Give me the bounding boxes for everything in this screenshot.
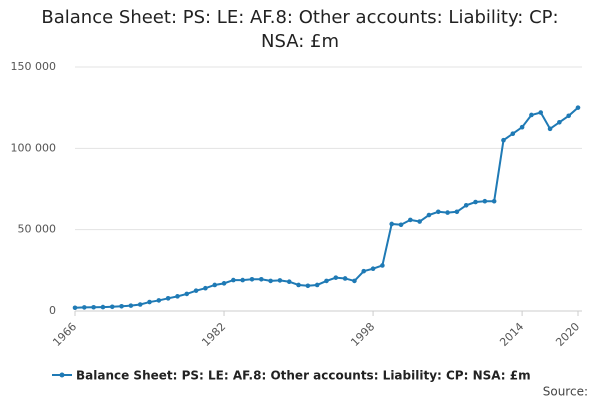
point <box>557 120 562 125</box>
point <box>398 222 404 228</box>
legend-label: Balance Sheet: PS: LE: AF.8: Other accou… <box>76 369 531 383</box>
y-tick-label: 100 000 <box>11 141 57 154</box>
x-tick-label: 1998 <box>348 320 377 349</box>
point <box>463 202 469 208</box>
point <box>510 131 516 136</box>
point <box>305 283 311 289</box>
y-tick-label: 0 <box>49 304 56 317</box>
point <box>175 294 180 299</box>
point <box>314 282 320 288</box>
point <box>147 299 152 305</box>
point <box>137 302 143 307</box>
point <box>249 276 255 282</box>
y-tick-label: 150 000 <box>11 60 57 73</box>
point <box>240 277 245 283</box>
point <box>538 110 544 115</box>
point <box>109 304 115 310</box>
point <box>286 279 292 285</box>
point <box>352 278 357 284</box>
point <box>454 209 460 215</box>
point <box>380 263 385 268</box>
point <box>333 275 339 280</box>
x-tick-label: 1966 <box>50 320 79 349</box>
point <box>575 105 581 110</box>
point <box>91 304 96 310</box>
point <box>258 276 264 282</box>
line <box>74 106 579 309</box>
point <box>128 303 134 308</box>
legend-marker <box>59 372 65 378</box>
point <box>370 266 376 272</box>
point <box>119 303 124 309</box>
point <box>501 137 506 143</box>
point <box>221 281 227 286</box>
point <box>473 199 478 205</box>
point <box>231 277 236 283</box>
point <box>482 198 488 204</box>
point <box>445 210 450 215</box>
y-tick-label: 50 000 <box>18 223 57 236</box>
point <box>519 124 525 130</box>
point <box>193 288 199 293</box>
point <box>389 221 395 227</box>
point <box>100 304 106 310</box>
point <box>435 209 441 215</box>
point <box>361 268 367 274</box>
point <box>408 217 413 223</box>
point <box>268 278 273 284</box>
point <box>324 278 329 284</box>
point <box>491 198 497 204</box>
chart-title: Balance Sheet: PS: LE: AF.8: Other accou… <box>41 7 559 52</box>
point <box>184 291 190 297</box>
point <box>165 296 171 301</box>
x-tick-label: 2014 <box>497 320 526 349</box>
point <box>529 112 534 118</box>
x-tick-label: 1982 <box>199 320 228 349</box>
point <box>547 126 553 132</box>
x-tick-label: 2020 <box>553 320 582 349</box>
point <box>72 305 78 311</box>
point <box>417 219 422 224</box>
point <box>566 113 571 119</box>
point <box>203 285 208 291</box>
point <box>82 305 87 310</box>
point <box>296 282 301 288</box>
point <box>212 282 218 288</box>
source: Source: <box>543 385 588 399</box>
point <box>156 298 162 303</box>
point <box>277 278 283 283</box>
point <box>426 212 432 218</box>
point <box>342 276 348 281</box>
